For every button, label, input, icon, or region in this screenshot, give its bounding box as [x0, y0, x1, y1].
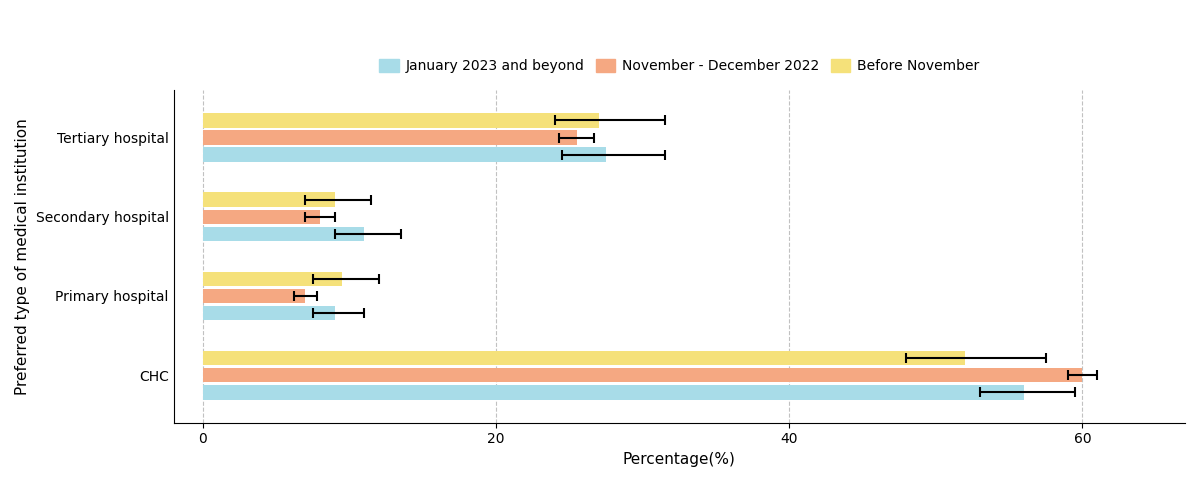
Bar: [203, 351, 965, 365]
Bar: [203, 289, 306, 303]
Y-axis label: Preferred type of medical institution: Preferred type of medical institution: [16, 118, 30, 395]
X-axis label: Percentage(%): Percentage(%): [623, 452, 736, 467]
Bar: [203, 306, 335, 321]
Bar: [203, 130, 577, 145]
Bar: [203, 113, 599, 128]
Bar: [203, 147, 606, 162]
Bar: [203, 368, 1082, 382]
Bar: [203, 192, 335, 207]
Bar: [203, 210, 320, 224]
Bar: [203, 385, 1024, 400]
Legend: January 2023 and beyond, November - December 2022, Before November: January 2023 and beyond, November - Dece…: [374, 54, 985, 79]
Bar: [203, 271, 342, 286]
Bar: [203, 227, 364, 241]
